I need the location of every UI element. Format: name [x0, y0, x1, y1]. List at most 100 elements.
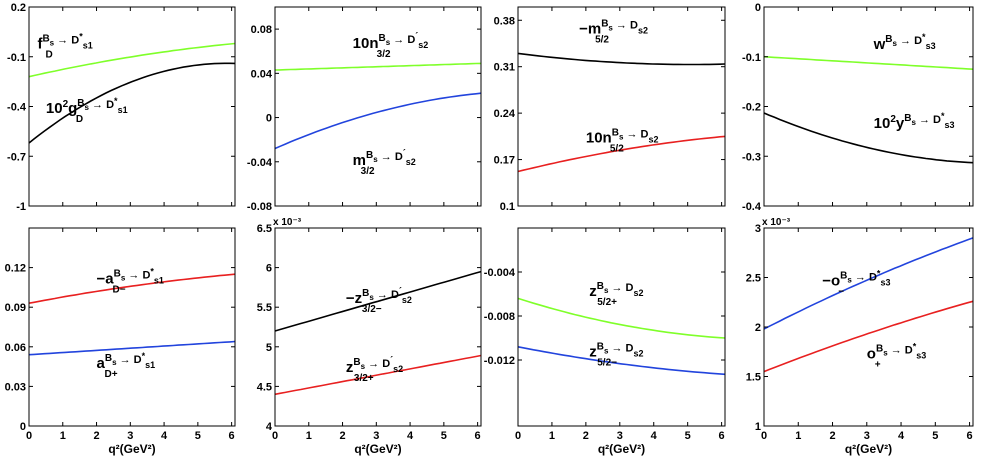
x-tick-label: 3: [864, 430, 870, 442]
y-tick-label: 6: [266, 263, 272, 275]
plot-frame: [274, 227, 482, 427]
x-tick-label: 1: [306, 430, 312, 442]
series-label-1: −aBs → D*s1: [97, 266, 164, 287]
x-tick-label: 2: [93, 430, 99, 442]
y-tick-label: 4: [266, 421, 273, 433]
x-tick-label: 5: [932, 430, 938, 442]
y-tick-label: 3: [755, 223, 761, 235]
panel-6: 6.565.554.540 1 2 3 4 5 6q²(GeV²)x 10⁻³−zBs → …: [257, 217, 482, 456]
y-tick-label: -0.1: [7, 52, 26, 64]
panel-8: 32.521.510 1 2 3 4 5 6q²(GeV²)x 10⁻³−oBs → D*s…: [746, 217, 974, 456]
y-tick-label: -0.008: [484, 311, 515, 323]
series-line-2: [28, 340, 236, 356]
x-tick-label: 6: [967, 430, 973, 442]
x-tick-label: 6: [719, 430, 725, 442]
x-tick-label: 1: [795, 430, 801, 442]
x-tick-label: 5: [195, 430, 201, 442]
y-tick-label: 0.31: [494, 62, 515, 74]
x-tick-label: 6: [229, 430, 235, 442]
y-tick-label: -0.7: [7, 151, 26, 163]
y-tick-label: -0.3: [742, 151, 761, 163]
x-tick-label: 4: [161, 430, 168, 442]
y-tick-label: 0.2: [11, 2, 26, 14]
series-line-2: [274, 92, 482, 150]
y-tick-label: 0.38: [494, 15, 515, 27]
series-line-1: [517, 297, 726, 339]
y-tick-label: -0.08: [247, 201, 272, 213]
y-tick-label: 0: [20, 421, 26, 433]
x-axis-label: q²(GeV²): [598, 442, 645, 456]
series-line-1: [28, 273, 236, 304]
y-tick-label: 4.5: [257, 381, 272, 393]
series-label-subscript: D+: [105, 369, 118, 380]
series-line-1: [274, 62, 482, 71]
plot-frame: [28, 227, 236, 427]
plot-frame: [517, 6, 726, 207]
panel-7: -0.004 -0.008 -0.012 0 1 2 3 4 5 6 q²(GeV²) zBs → D…: [484, 227, 726, 456]
x-tick-label: 0: [515, 430, 521, 442]
x-tick-label: 5: [441, 430, 447, 442]
series-label-1: fBs → D*s1: [37, 31, 92, 52]
x-tick-label: 3: [127, 430, 133, 442]
panel-5: 0.12 0.09 0.06 0.03 00 1 2 3 4 5 6 q²(GeV²) −aBs → D…: [5, 227, 236, 456]
x-axis-label: q²(GeV²): [354, 442, 401, 456]
series-line-1: [763, 237, 974, 330]
x-tick-label: 0: [761, 430, 767, 442]
series-label-1: 10nBs → D´s2: [353, 31, 429, 52]
series-label-subscript: D: [76, 114, 83, 125]
x-tick-label: 0: [26, 430, 32, 442]
series-label-1: wBs → D*s3: [873, 32, 936, 53]
series-label-1: −oBs → D*s3: [822, 268, 890, 289]
x-tick-label: 2: [829, 430, 835, 442]
series-label-2: oBs → D*s3: [867, 342, 926, 363]
x-axis-label: q²(GeV²): [108, 442, 155, 456]
y-tick-label: -1: [16, 201, 26, 213]
y-tick-label: 5.5: [257, 302, 272, 314]
series-label-1: −mBs → Ds2: [579, 19, 648, 38]
x-tick-label: 2: [339, 430, 345, 442]
series-label-subscript: 3/2: [361, 166, 375, 177]
x-tick-label: 0: [272, 430, 278, 442]
y-tick-label: 0: [755, 2, 761, 14]
x-tick-label: 1: [549, 430, 555, 442]
x-tick-label: 4: [407, 430, 414, 442]
series-label-subscript: 3/2: [377, 49, 391, 60]
series-line-2: [28, 62, 236, 144]
plot-frame: [517, 227, 726, 427]
series-line-1: [517, 52, 726, 66]
series-label-2: aBs → D*s1: [97, 351, 156, 372]
x-tick-label: 5: [685, 430, 691, 442]
series-line-1: [763, 55, 974, 70]
series-label-subscript: 3/2+: [354, 373, 374, 384]
y-tick-label: -0.4: [7, 102, 27, 114]
y-tick-label: -0.04: [247, 157, 273, 169]
series-label-subscript: −: [838, 286, 844, 297]
y-tick-label: 0.24: [494, 108, 516, 120]
series-label-subscript: 3/2−: [362, 304, 382, 315]
y-tick-label: 0.12: [5, 263, 26, 275]
x-tick-label: 4: [651, 430, 658, 442]
series-label-subscript: D−: [113, 284, 126, 295]
y-tick-label: -0.2: [742, 102, 761, 114]
series-label-2: zBs → Ds2: [589, 342, 643, 361]
y-tick-label: 0.06: [5, 342, 26, 354]
series-label-subscript: 5/2−: [597, 358, 617, 369]
y-tick-label: 0.03: [5, 381, 26, 393]
y-tick-label: -0.012: [484, 355, 515, 367]
series-label-2: 102gBs → D*s1: [46, 96, 128, 117]
series-label-2: mBs → D´s2: [353, 148, 416, 169]
y-tick-label: 2: [755, 322, 761, 334]
plot-frame: [274, 6, 482, 207]
series-label-1: zBs → Ds2: [589, 281, 643, 300]
series-line-2: [763, 112, 974, 164]
series-line-2: [274, 354, 482, 396]
series-line-2: [763, 300, 974, 373]
series-label-2: zBs → D´s2: [346, 355, 403, 376]
y-tick-label: 0: [266, 113, 272, 125]
y-tick-label: 0.17: [494, 155, 515, 167]
y-tick-label: 0.09: [5, 302, 26, 314]
x-tick-label: 3: [617, 430, 623, 442]
plot-frame: [763, 227, 974, 427]
series-line-1: [274, 270, 482, 332]
